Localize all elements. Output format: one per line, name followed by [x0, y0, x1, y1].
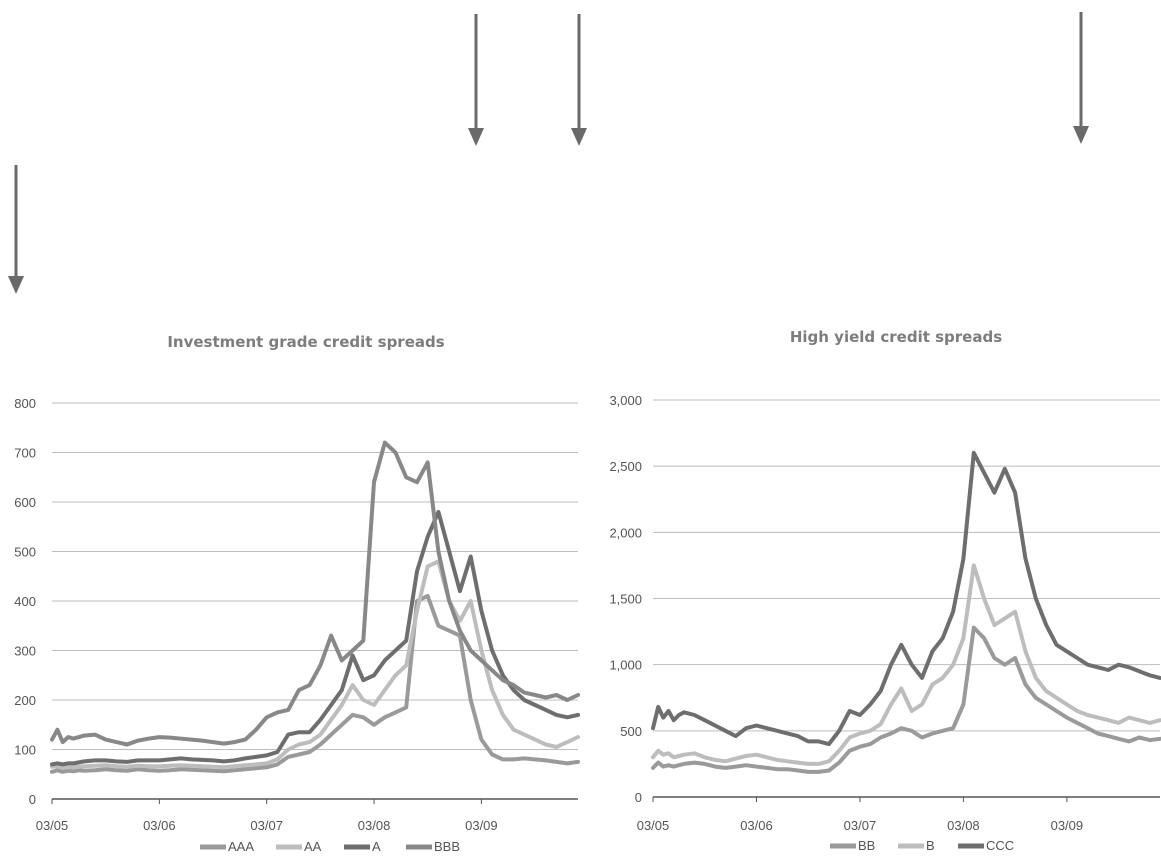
- chart-title: High yield credit spreads: [790, 328, 1002, 346]
- legend-label: CCC: [986, 838, 1014, 853]
- series-lines: [651, 450, 1161, 774]
- annotation-arrows: [8, 12, 1089, 294]
- x-tick-label: 03/09: [1051, 818, 1084, 833]
- series-line-a: [50, 509, 580, 767]
- legend-label: AA: [304, 839, 322, 854]
- chart-investment-grade: Investment grade credit spreads 0 100 200 3…: [14, 333, 580, 854]
- series-line-bb: [651, 625, 1161, 774]
- gridlines: [653, 399, 1160, 798]
- y-tick-label: 400: [14, 594, 36, 609]
- arrow-down-icon: [8, 165, 24, 294]
- y-tick-label: 800: [14, 396, 36, 411]
- arrow-down-icon: [571, 14, 587, 146]
- x-tick-label: 03/08: [358, 818, 391, 833]
- y-tick-label: 500: [620, 724, 642, 739]
- x-axis-ticks: 03/05 03/06 03/07 03/08 03/09: [637, 797, 1083, 833]
- y-tick-label: 0: [29, 792, 36, 807]
- series-line-bbb: [50, 440, 580, 747]
- y-tick-label: 200: [14, 693, 36, 708]
- x-tick-label: 03/07: [844, 818, 877, 833]
- y-axis-ticks: 0 500 1,000 1,500 2,000 2,500 3,000: [609, 393, 642, 805]
- y-tick-label: 3,000: [609, 393, 642, 408]
- arrow-down-icon: [468, 14, 484, 146]
- x-tick-label: 03/05: [637, 818, 670, 833]
- x-tick-label: 03/06: [143, 818, 176, 833]
- y-tick-label: 300: [14, 644, 36, 659]
- y-tick-label: 1,000: [609, 658, 642, 673]
- legend: AAA AA A BBB: [200, 839, 460, 854]
- y-tick-label: 0: [635, 790, 642, 805]
- chart-high-yield: High yield credit spreads 0 500 1,000 1,500…: [609, 328, 1161, 853]
- x-axis-ticks: 03/05 03/06 03/07 03/08 03/09: [36, 799, 498, 833]
- x-tick-label: 03/05: [36, 818, 69, 833]
- legend-label: AAA: [228, 839, 254, 854]
- y-axis-ticks: 0 100 200 300 400 500 600 700 800: [14, 396, 36, 807]
- x-tick-label: 03/08: [947, 818, 980, 833]
- legend: BB B CCC: [830, 838, 1014, 853]
- x-tick-label: 03/07: [250, 818, 283, 833]
- series-line-ccc: [651, 450, 1161, 747]
- legend-label: B: [926, 838, 935, 853]
- y-tick-label: 700: [14, 446, 36, 461]
- x-tick-label: 03/06: [740, 818, 773, 833]
- y-tick-label: 500: [14, 545, 36, 560]
- y-tick-label: 100: [14, 743, 36, 758]
- series-line-aaa: [50, 594, 580, 774]
- x-tick-label: 03/09: [465, 818, 498, 833]
- arrow-down-icon: [1073, 12, 1089, 144]
- chart-title: Investment grade credit spreads: [167, 333, 444, 351]
- y-tick-label: 1,500: [609, 592, 642, 607]
- y-tick-label: 2,000: [609, 525, 642, 540]
- y-tick-label: 2,500: [609, 459, 642, 474]
- y-tick-label: 600: [14, 495, 36, 510]
- legend-label: BBB: [434, 839, 460, 854]
- legend-label: A: [372, 839, 381, 854]
- legend-label: BB: [858, 838, 875, 853]
- series-line-b: [651, 563, 1161, 766]
- series-lines: [50, 440, 580, 774]
